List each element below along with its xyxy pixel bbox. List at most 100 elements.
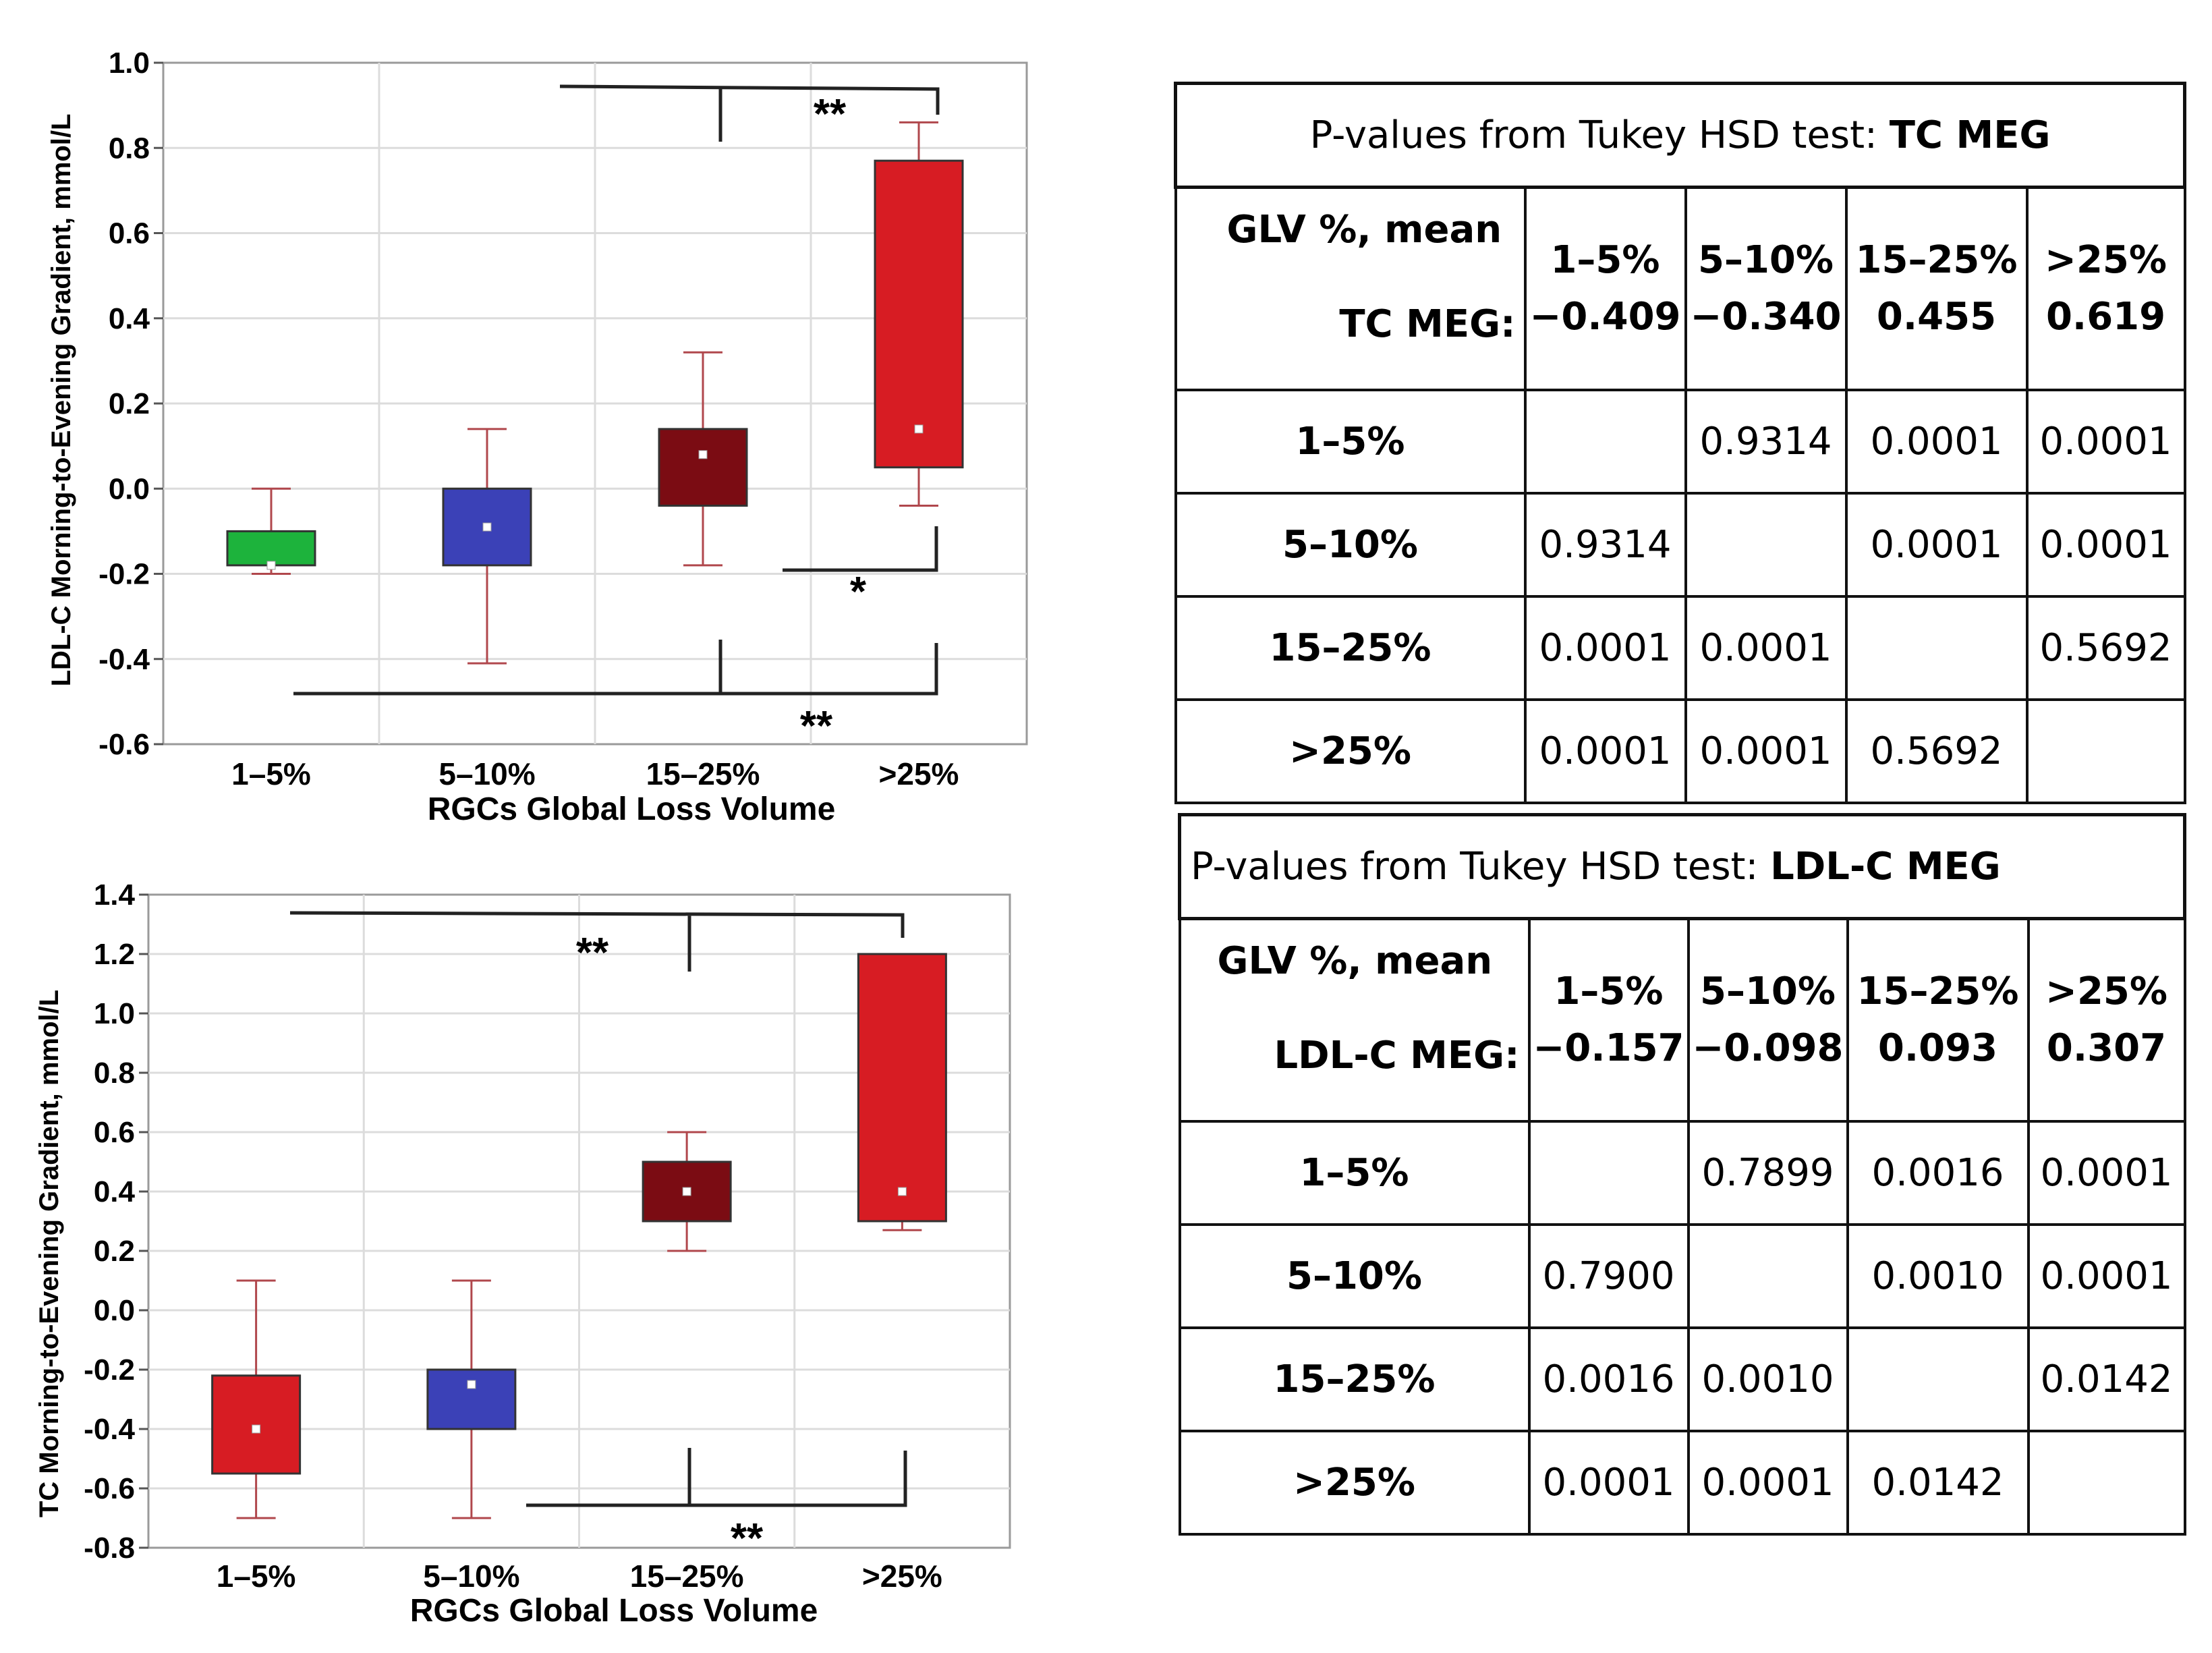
- ldl-table-col-header: 5–10% −0.098: [1686, 917, 1849, 1123]
- p-value-cell: 0.7900: [1527, 1223, 1690, 1329]
- p-value-cell: 0.9314: [1684, 388, 1848, 495]
- p-value-cell: 0.0001: [1684, 594, 1848, 701]
- x-category-label: 15–25%: [630, 1559, 744, 1594]
- col-mean: −0.409: [1529, 294, 1681, 339]
- y-tick-label: 0.8: [94, 1057, 135, 1090]
- y-tick-label: 0.6: [94, 1116, 135, 1149]
- p-value-cell: 0.0001: [2025, 491, 2186, 598]
- tc-table-title: P-values from Tukey HSD test: TC MEG: [1173, 82, 2187, 189]
- significance-bracket: [559, 84, 940, 142]
- median-marker: [467, 1380, 476, 1389]
- table-row: >25% 0.0001 0.0001 0.5692: [1174, 698, 2186, 804]
- median-marker: [682, 1187, 691, 1196]
- y-tick-label: 1.0: [109, 47, 150, 80]
- x-category-label: 5–10%: [423, 1559, 519, 1594]
- box: [874, 159, 964, 469]
- ldl-table-title-bold: LDL-C MEG: [1770, 845, 2001, 889]
- p-value-cell: [2026, 1429, 2186, 1536]
- p-value-cell: 0.9314: [1523, 491, 1687, 598]
- x-category-label: 1–5%: [231, 756, 311, 791]
- p-value-cell: 0.0016: [1846, 1119, 2030, 1226]
- median-marker: [698, 450, 708, 459]
- col-mean: −0.340: [1690, 294, 1842, 339]
- tc-y-axis-label: TC Morning-to-Evening Gradient, mmol/L: [34, 990, 64, 1517]
- significance-bracket: [293, 640, 938, 696]
- col-mean: 0.455: [1876, 294, 1997, 339]
- col-label: >25%: [2045, 237, 2167, 282]
- tc-meg-pvalue-table: P-values from Tukey HSD test: TC MEG GLV…: [1173, 82, 2187, 804]
- col-label: 15–25%: [1856, 969, 2019, 1013]
- p-value-cell: 0.0001: [1686, 1429, 1849, 1536]
- col-label: >25%: [2045, 969, 2167, 1013]
- y-tick-label: -0.4: [84, 1413, 135, 1446]
- ldl-table-col-header: 15–25% 0.093: [1846, 917, 2030, 1123]
- col-label: 5–10%: [1697, 237, 1834, 282]
- col-mean: −0.098: [1692, 1026, 1844, 1070]
- y-tick-label: 1.4: [94, 878, 136, 912]
- row-label: 1–5%: [1178, 1119, 1531, 1226]
- p-value-cell: 0.5692: [2025, 594, 2186, 701]
- y-tick-label: 1.2: [94, 938, 135, 971]
- x-category-label: 1–5%: [217, 1559, 296, 1594]
- table-row: 5–10% 0.9314 0.0001 0.0001: [1174, 491, 2186, 598]
- x-category-label: >25%: [879, 756, 959, 791]
- col-mean: −0.157: [1533, 1026, 1684, 1070]
- y-tick-label: 0.6: [109, 217, 150, 250]
- y-tick-label: 1.0: [94, 997, 135, 1030]
- col-mean: 0.619: [2045, 294, 2166, 339]
- p-value-cell: 0.0010: [1846, 1223, 2030, 1329]
- tc-table-title-prefix: P-values from Tukey HSD test:: [1309, 113, 1890, 157]
- y-tick-label: 0.0: [94, 1294, 135, 1327]
- median-marker: [914, 424, 924, 434]
- p-value-cell: 0.0010: [1686, 1326, 1849, 1432]
- p-value-cell: [1523, 388, 1687, 495]
- p-value-cell: 0.0142: [2026, 1326, 2186, 1432]
- p-value-cell: 0.0001: [2026, 1119, 2186, 1226]
- ldl-chart-svg: LDL-C Morning-to-Evening Gradient, mmol/…: [47, 47, 1028, 827]
- row-label: 1–5%: [1174, 388, 1527, 495]
- y-tick-label: -0.2: [84, 1353, 135, 1386]
- col-label: 1–5%: [1554, 969, 1664, 1013]
- p-value-cell: [1527, 1119, 1690, 1226]
- ldl-chart: LDL-C Morning-to-Evening Gradient, mmol/…: [0, 0, 1052, 850]
- tc-table-corner-top: GLV %, mean: [1226, 208, 1502, 252]
- significance-bracket: [526, 1448, 907, 1507]
- p-value-cell: 0.0001: [2025, 388, 2186, 495]
- table-row: 5–10% 0.7900 0.0010 0.0001: [1178, 1223, 2186, 1329]
- col-mean: 0.307: [2046, 1026, 2167, 1070]
- table-row: 15–25% 0.0001 0.0001 0.5692: [1174, 594, 2186, 701]
- y-tick-label: -0.6: [84, 1472, 135, 1505]
- row-label: 5–10%: [1174, 491, 1527, 598]
- p-value-cell: [2025, 698, 2186, 804]
- median-marker: [252, 1424, 261, 1434]
- p-value-cell: 0.0001: [2026, 1223, 2186, 1329]
- box: [857, 953, 947, 1223]
- col-label: 15–25%: [1855, 237, 2018, 282]
- y-tick-label: 0.2: [109, 387, 150, 420]
- col-label: 5–10%: [1699, 969, 1836, 1013]
- x-category-label: 15–25%: [646, 756, 760, 791]
- y-tick-label: 0.4: [109, 302, 150, 335]
- median-marker: [266, 561, 276, 570]
- p-value-cell: 0.0142: [1846, 1429, 2030, 1536]
- y-tick-label: -0.2: [98, 558, 150, 591]
- p-value-cell: [1846, 1326, 2030, 1432]
- ldl-table-corner-top: GLV %, mean: [1217, 939, 1493, 983]
- median-marker: [482, 522, 492, 532]
- p-value-cell: 0.0001: [1523, 698, 1687, 804]
- tc-table-col-header: 15–25% 0.455: [1844, 186, 2029, 391]
- box: [426, 1368, 517, 1430]
- p-value-cell: 0.7899: [1686, 1119, 1849, 1226]
- tc-table-col-header: >25% 0.619: [2025, 186, 2186, 391]
- row-label: 5–10%: [1178, 1223, 1531, 1329]
- significance-label: **: [576, 930, 609, 976]
- tc-table-corner: GLV %, mean TC MEG:: [1174, 186, 1527, 391]
- significance-bracket: [289, 911, 905, 972]
- y-tick-label: 0.8: [109, 132, 150, 165]
- ldl-table-col-header: >25% 0.307: [2026, 917, 2186, 1123]
- y-tick-label: -0.4: [98, 643, 150, 676]
- row-label: 15–25%: [1174, 594, 1527, 701]
- p-value-cell: 0.0001: [1684, 698, 1848, 804]
- y-tick-label: 0.2: [94, 1235, 135, 1268]
- tc-table-title-bold: TC MEG: [1889, 113, 2051, 157]
